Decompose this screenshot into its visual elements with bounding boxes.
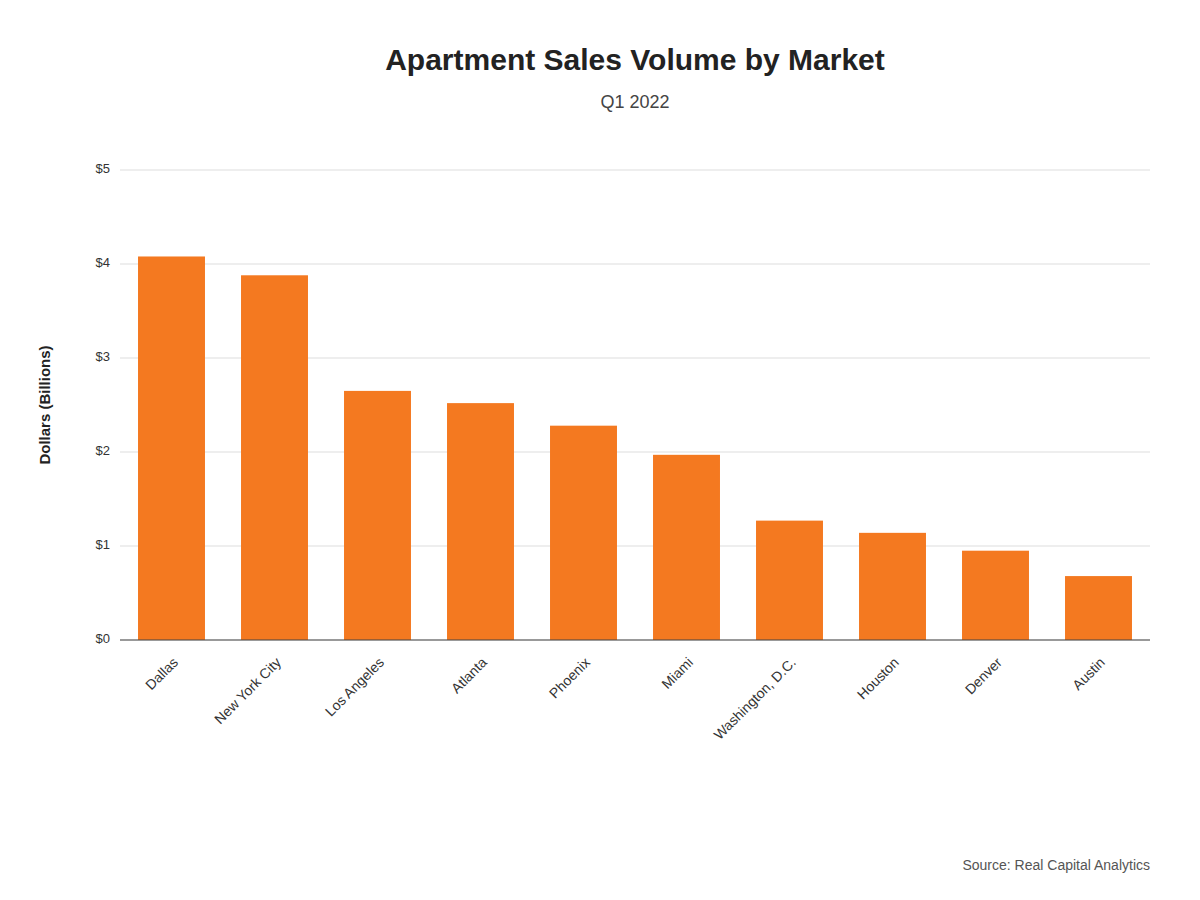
chart-svg: Apartment Sales Volume by Market Q1 2022 $… [0,0,1200,900]
x-tick-labels: Dallas New York City Los Angeles Atlanta Pho… [142,654,1108,743]
x-tick-label: New York City [211,654,284,727]
y-tick-label: $0 [96,631,110,646]
grid-line [120,170,1150,171]
x-tick-label: Atlanta [448,654,490,696]
bars [138,256,1132,640]
bar [859,533,926,640]
x-tick-label: Austin [1069,654,1108,693]
y-tick-label: $1 [96,537,110,552]
x-axis-line [120,640,1150,641]
bar [962,551,1029,640]
y-tick-label: $4 [96,255,110,270]
source-annotation: Source: Real Capital Analytics [962,857,1150,873]
bar [138,256,205,640]
x-tick-label: Los Angeles [322,654,387,719]
bar [653,455,720,640]
chart-title: Apartment Sales Volume by Market [385,43,885,76]
bar [1065,576,1132,640]
x-tick-label: Washington, D.C. [710,654,799,743]
bar [756,521,823,640]
bar [447,403,514,640]
y-tick-label: $3 [96,349,110,364]
x-tick-label: Phoenix [546,654,593,701]
bar [241,275,308,640]
bar [344,391,411,640]
bar [550,426,617,640]
x-tick-label: Denver [962,654,1005,697]
x-tick-label: Dallas [142,654,181,693]
y-grid [120,170,1150,640]
x-tick-label: Miami [658,654,696,692]
chart-subtitle: Q1 2022 [600,92,669,112]
y-tick-label: $2 [96,443,110,458]
grid-line [120,640,1150,641]
x-tick-label: Houston [854,654,902,702]
chart-container: Apartment Sales Volume by Market Q1 2022 $… [0,0,1200,900]
y-tick-label: $5 [96,161,110,176]
grid-line [120,264,1150,265]
y-axis-label: Dollars (Billions) [36,345,53,464]
y-tick-labels: $0 $1 $2 $3 $4 $5 [96,161,110,646]
